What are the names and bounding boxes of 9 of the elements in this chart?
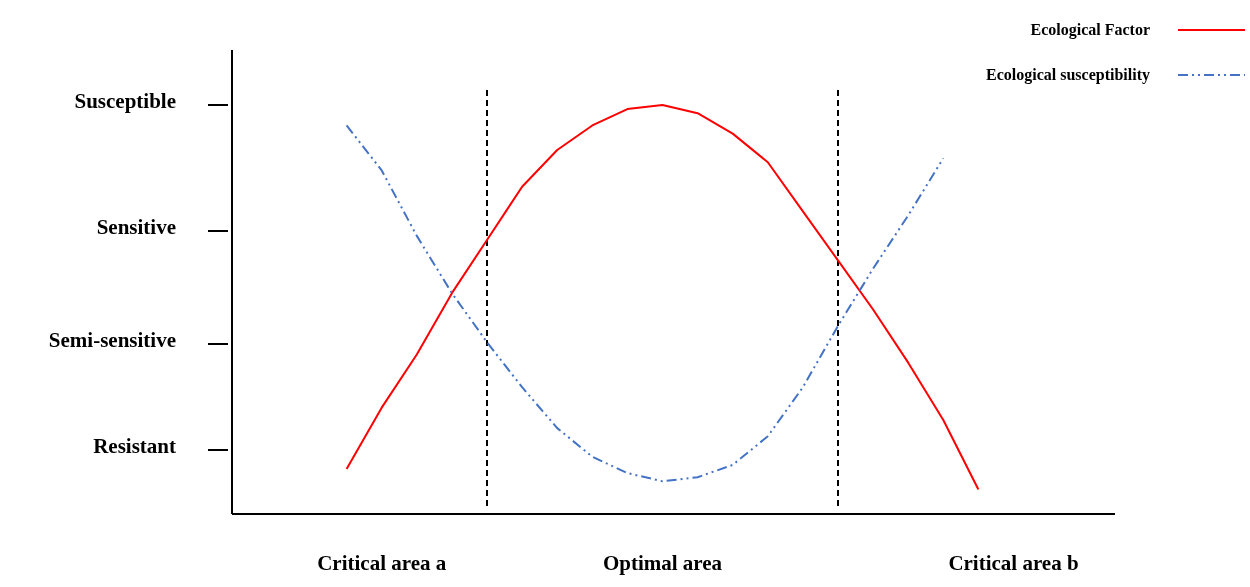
text: Semi-sensitive: [48, 327, 176, 352]
x-tick-label: Optimal area: [602, 551, 723, 575]
legend-label: Ecological susceptibility: [986, 66, 1150, 84]
x-tick-label: Critical area a: [317, 551, 447, 575]
x-tick-label: Critical area b: [948, 551, 1079, 575]
text: Susceptible: [74, 88, 176, 113]
legend-label: Ecological Factor: [1030, 21, 1150, 39]
text: Sensitive: [96, 214, 176, 239]
text: Resistant: [93, 433, 176, 458]
